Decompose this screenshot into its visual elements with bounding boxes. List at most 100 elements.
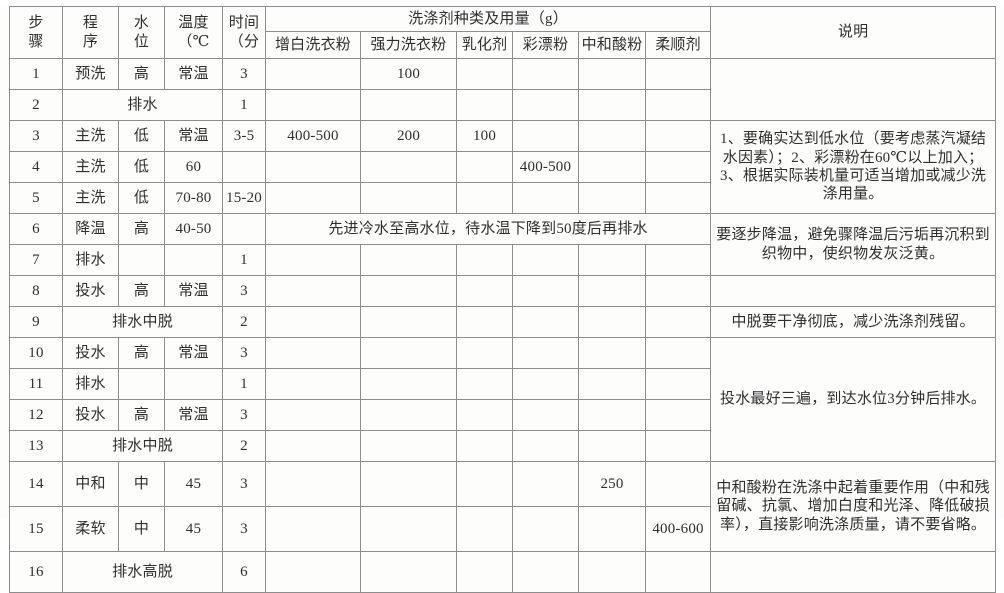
cell-temperature: 常温	[164, 58, 223, 90]
cell-whitening-powder	[265, 151, 361, 183]
header-detergent-emulsifier: 乳化剂	[456, 31, 513, 59]
cell-whitening-powder	[265, 306, 361, 338]
cell-step: 16	[9, 551, 63, 593]
cell-color-bleach	[512, 399, 579, 431]
cell-step: 1	[9, 58, 63, 90]
header-detergent-neutralizing-acid: 中和酸粉	[578, 31, 646, 59]
cell-neutralizing-acid	[578, 430, 646, 462]
cell-note: 要逐步降温，避免骤降温后污垢再沉积到织物中，使织物发灰泛黄。	[710, 213, 997, 276]
cell-softener	[644, 244, 712, 276]
cell-heavy-duty-powder	[360, 275, 457, 307]
table-row: 3 主洗 低 常温 3-5 400-500 200 100 1、要确实达到低水位…	[9, 120, 997, 214]
cell-note: 中脱要干净彻底，减少洗涤剂残留。	[710, 306, 997, 338]
cell-program: 排水中脱	[62, 306, 223, 338]
cell-softener	[644, 368, 712, 400]
cell-color-bleach	[512, 337, 579, 369]
cell-emulsifier	[456, 399, 513, 431]
header-program: 程 序	[62, 6, 119, 59]
cell-neutralizing-acid	[578, 151, 646, 183]
table-body: 1 预洗 高 常温 3 100 2 排水 1	[9, 58, 997, 593]
cell-heavy-duty-powder	[360, 89, 457, 121]
header-water-level-line1: 水	[133, 15, 150, 32]
cell-program: 排水高脱	[62, 551, 223, 593]
cell-color-bleach	[512, 182, 579, 214]
cell-time: 6	[222, 551, 266, 593]
cell-note	[710, 551, 997, 593]
cell-neutralizing-acid	[578, 89, 646, 121]
cell-time: 2	[222, 306, 266, 338]
cell-step: 5	[9, 182, 63, 214]
cell-neutralizing-acid: 250	[578, 461, 646, 507]
table-row: 14 中和 中 45 3 250 中和酸粉在洗涤中起着重要作用（中和残留碱、抗氯…	[9, 461, 997, 552]
cell-temperature	[164, 244, 223, 276]
cell-note: 投水最好三遍，到达水位3分钟后排水。	[710, 337, 997, 462]
table-row: 8 投水 高 常温 3	[9, 275, 997, 307]
cell-neutralizing-acid	[578, 120, 646, 152]
cell-water-level: 高	[118, 337, 165, 369]
cell-softener	[644, 306, 712, 338]
cell-softener	[644, 461, 712, 507]
cell-emulsifier	[456, 306, 513, 338]
cell-program: 投水	[62, 275, 119, 307]
cell-step: 3	[9, 120, 63, 152]
cell-neutralizing-acid	[578, 58, 646, 90]
document-page: 步 骤 程 序 水 位 温度 （℃ 时间 （分	[0, 6, 1004, 593]
cell-step: 2	[9, 89, 63, 121]
cell-temperature: 45	[164, 506, 223, 552]
cell-note: 中和酸粉在洗涤中起着重要作用（中和残留碱、抗氯、增加白度和光泽、降低破损率），直…	[710, 461, 997, 552]
header-detergent-heavy-duty-powder: 强力洗衣粉	[360, 31, 457, 59]
cell-time: 3	[222, 275, 266, 307]
header-step-line2: 骤	[28, 33, 44, 50]
cell-emulsifier	[456, 551, 513, 593]
table-row: 6 降温 高 40-50 先进冷水至高水位，待水温下降到50度后再排水 要逐步降…	[9, 213, 997, 276]
cell-program: 投水	[62, 399, 119, 431]
cell-softener	[644, 182, 712, 214]
cell-emulsifier	[456, 151, 513, 183]
cell-whitening-powder	[265, 89, 361, 121]
cell-emulsifier	[456, 368, 513, 400]
cell-time: 3	[222, 461, 266, 507]
table-row: 16 排水高脱 6	[9, 551, 997, 593]
cell-color-bleach	[512, 120, 579, 152]
cell-whitening-powder	[265, 506, 361, 552]
header-step-line1: 步	[28, 15, 44, 32]
cell-step: 7	[9, 244, 63, 276]
cell-time: 3	[222, 506, 266, 552]
cell-whitening-powder	[265, 461, 361, 507]
table-row: 2 排水 1	[9, 89, 996, 121]
cell-color-bleach	[512, 58, 579, 90]
header-program-line1: 程	[82, 15, 99, 32]
cell-time	[222, 151, 266, 183]
header-program-line2: 序	[82, 33, 99, 50]
cell-program: 排水	[62, 368, 119, 400]
cell-temperature: 60	[164, 151, 223, 183]
cell-program: 中和	[62, 461, 119, 507]
cell-whitening-powder	[265, 551, 361, 593]
cell-time: 2	[222, 430, 266, 462]
cell-water-level	[118, 244, 165, 276]
header-detergent-color-bleach: 彩漂粉	[512, 31, 579, 59]
header-row-2: 增白洗衣粉 强力洗衣粉 乳化剂 彩漂粉 中和酸粉 柔顺剂	[10, 31, 996, 59]
table-row: 5 主洗 低 70-80 15-20	[9, 182, 996, 214]
cell-water-level: 低	[118, 151, 165, 183]
cell-heavy-duty-powder: 100	[360, 58, 457, 90]
header-detergent-group: 洗涤剂种类及用量（g）	[264, 6, 712, 32]
cell-color-bleach	[512, 89, 579, 121]
cell-water-level: 低	[118, 182, 165, 214]
cell-temperature: 常温	[164, 399, 223, 431]
cell-note: 1、要确实达到低水位（要考虑蒸汽凝结水因素）；2、彩漂粉在60℃以上加入；3、根…	[710, 120, 997, 214]
cell-neutralizing-acid	[578, 182, 646, 214]
header-row-1: 步 骤 程 序 水 位 温度 （℃ 时间 （分	[9, 6, 997, 59]
cell-step: 11	[9, 368, 63, 400]
cell-water-level: 中	[118, 461, 165, 507]
cell-color-bleach	[512, 244, 579, 276]
cell-whitening-powder: 400-500	[265, 120, 361, 152]
cell-neutralizing-acid	[578, 275, 646, 307]
cell-whitening-powder	[265, 275, 361, 307]
cell-temperature: 常温	[164, 120, 223, 152]
cell-time: 1	[222, 244, 266, 276]
cell-step: 6	[9, 213, 63, 245]
cell-heavy-duty-powder	[360, 506, 457, 552]
header-temperature: 温度 （℃	[164, 6, 223, 59]
cell-color-bleach	[512, 461, 579, 507]
